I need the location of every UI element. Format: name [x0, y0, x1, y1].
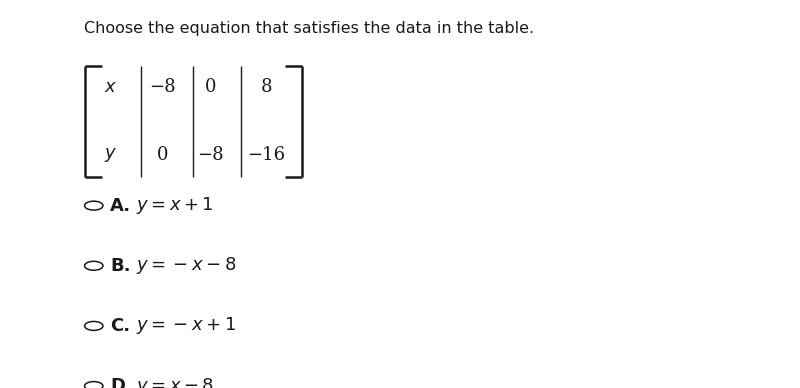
Text: 0: 0	[205, 78, 216, 96]
Text: D.: D.	[110, 377, 132, 388]
Text: $y$: $y$	[104, 146, 117, 164]
Text: $y = x - 8$: $y = x - 8$	[136, 376, 214, 388]
Text: $y = x + 1$: $y = x + 1$	[136, 195, 214, 216]
Text: A.: A.	[110, 197, 131, 215]
Text: 0: 0	[157, 146, 168, 164]
Text: $x$: $x$	[104, 78, 117, 96]
Text: $y = -x + 1$: $y = -x + 1$	[136, 315, 236, 336]
Text: −8: −8	[197, 146, 224, 164]
Text: B.: B.	[110, 257, 131, 275]
Text: 8: 8	[261, 78, 272, 96]
Text: −16: −16	[247, 146, 286, 164]
Text: $y = -x - 8$: $y = -x - 8$	[136, 255, 236, 276]
Text: C.: C.	[110, 317, 130, 335]
Text: −8: −8	[149, 78, 176, 96]
Text: Choose the equation that satisfies the data in the table.: Choose the equation that satisfies the d…	[84, 21, 534, 36]
